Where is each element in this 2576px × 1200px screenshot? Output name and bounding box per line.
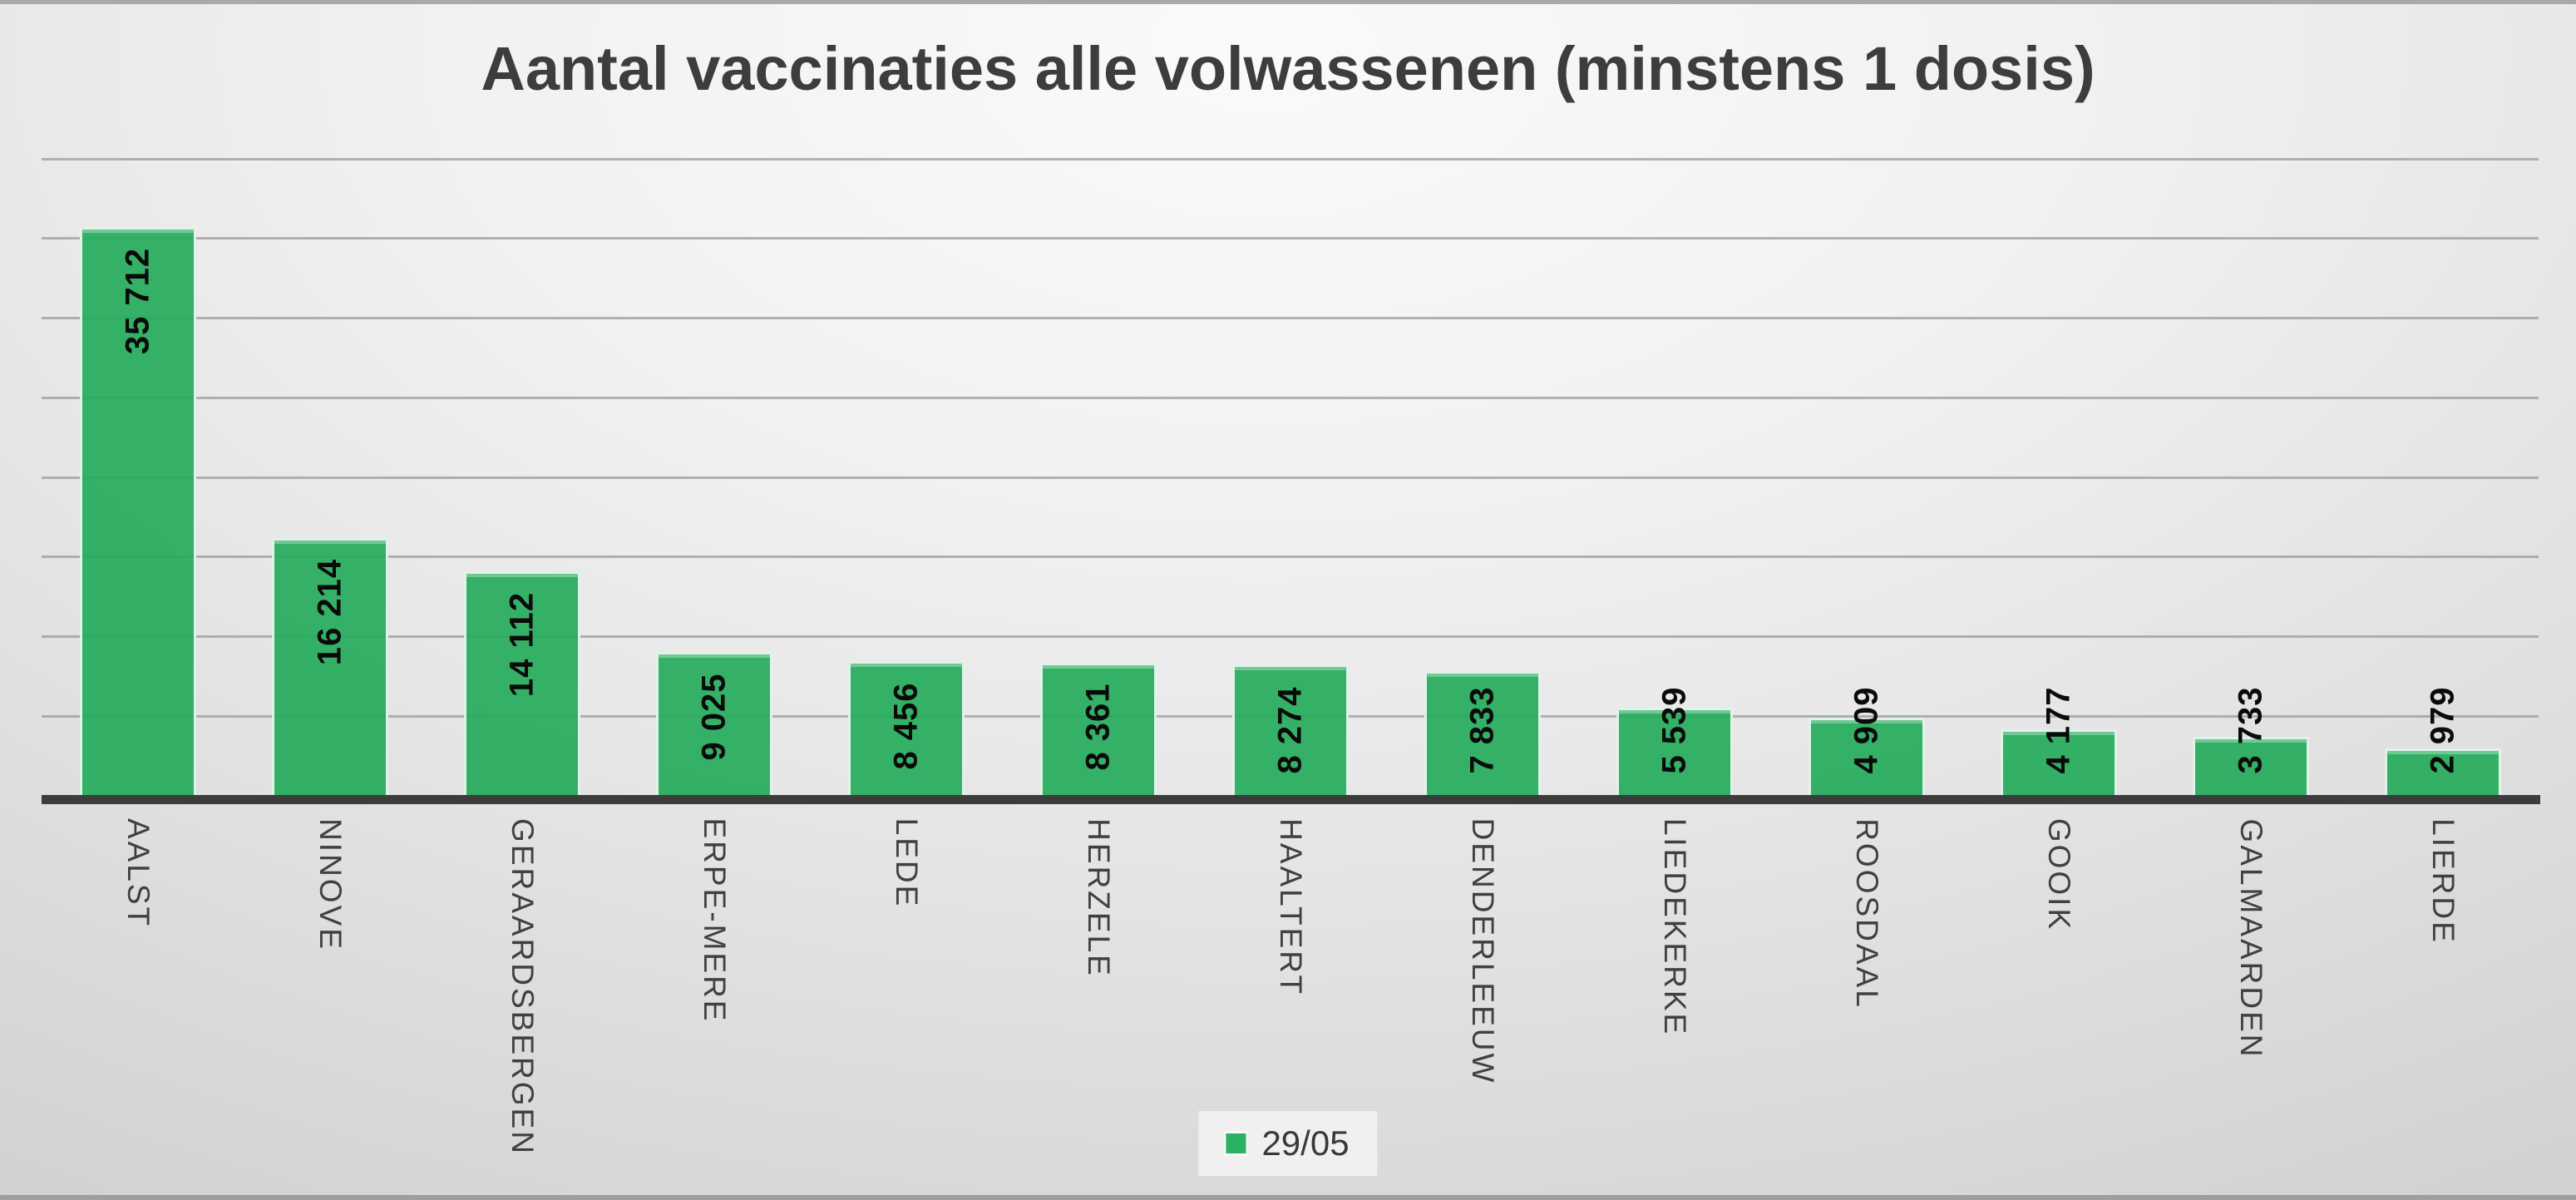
bar-value-label: 7 833 bbox=[1463, 686, 1500, 774]
x-axis-line bbox=[42, 795, 2540, 804]
bar-erpe-mere bbox=[655, 652, 772, 796]
category-label: LEDE bbox=[889, 818, 924, 909]
gridline bbox=[42, 317, 2539, 319]
gridline bbox=[42, 476, 2539, 479]
gridline bbox=[42, 635, 2539, 638]
plot-area: 35 712 16 214 14 112 9 025 8 456 8 361 8 274 7 … bbox=[42, 157, 2539, 796]
bar-liedekerke bbox=[1616, 707, 1733, 796]
legend-swatch-icon bbox=[1223, 1131, 1249, 1156]
bar-value-label: 8 361 bbox=[1079, 683, 1116, 771]
bar-value-label: 5 539 bbox=[1656, 686, 1692, 774]
bar-value-label: 16 214 bbox=[311, 558, 348, 665]
bar-aalst bbox=[79, 227, 196, 796]
slide-top-edge bbox=[0, 0, 2576, 4]
bar-value-label: 8 274 bbox=[1271, 686, 1308, 774]
category-label: ROOSDAAL bbox=[1849, 818, 1884, 1010]
category-label: LIERDE bbox=[2425, 818, 2460, 945]
bar-value-label: 14 112 bbox=[503, 591, 540, 697]
category-label: DENDERLEEUW bbox=[1465, 817, 1500, 1085]
legend-series-label: 29/05 bbox=[1261, 1123, 1350, 1163]
bar-denderleeuw bbox=[1424, 671, 1541, 796]
category-label: AALST bbox=[121, 818, 155, 929]
bar-value-label: 4 177 bbox=[2040, 686, 2076, 774]
bar-geraardsbergen bbox=[463, 570, 580, 796]
gridline bbox=[42, 237, 2539, 240]
legend: 29/05 bbox=[1198, 1111, 1378, 1176]
bar-haaltert bbox=[1231, 664, 1349, 796]
bar-lede bbox=[847, 661, 965, 796]
category-label: GERAARDSBERGEN bbox=[505, 817, 540, 1156]
category-label: HERZELE bbox=[1081, 818, 1116, 978]
category-label: LIEDEKERKE bbox=[1657, 818, 1692, 1037]
bar-roosdaal bbox=[1808, 718, 1925, 796]
bar-value-label: 2 979 bbox=[2424, 686, 2460, 774]
gridline bbox=[42, 157, 2539, 160]
bar-value-label: 9 025 bbox=[695, 673, 732, 761]
slide-bottom-edge bbox=[0, 1195, 2576, 1200]
bar-value-label: 35 712 bbox=[119, 248, 155, 355]
bar-value-label: 4 909 bbox=[1848, 686, 1884, 774]
bar-ninove bbox=[271, 537, 388, 796]
chart-title: Aantal vaccinaties alle volwassenen (min… bbox=[481, 34, 2095, 103]
bar-value-label: 8 456 bbox=[887, 682, 924, 770]
bar-galmaarden bbox=[2192, 736, 2309, 796]
bar-gooik bbox=[2000, 729, 2117, 796]
category-label: HAALTERT bbox=[1273, 818, 1308, 996]
gridline bbox=[42, 396, 2539, 399]
category-label: ERPE-MERE bbox=[697, 817, 732, 1024]
bar-lierde bbox=[2384, 748, 2501, 796]
gridline bbox=[42, 556, 2539, 559]
category-label: GALMAARDEN bbox=[2233, 818, 2268, 1059]
category-label: GOOIK bbox=[2041, 818, 2076, 932]
category-label: NINOVE bbox=[313, 817, 348, 951]
bar-value-label: 3 733 bbox=[2232, 686, 2268, 774]
bar-herzele bbox=[1039, 662, 1157, 796]
